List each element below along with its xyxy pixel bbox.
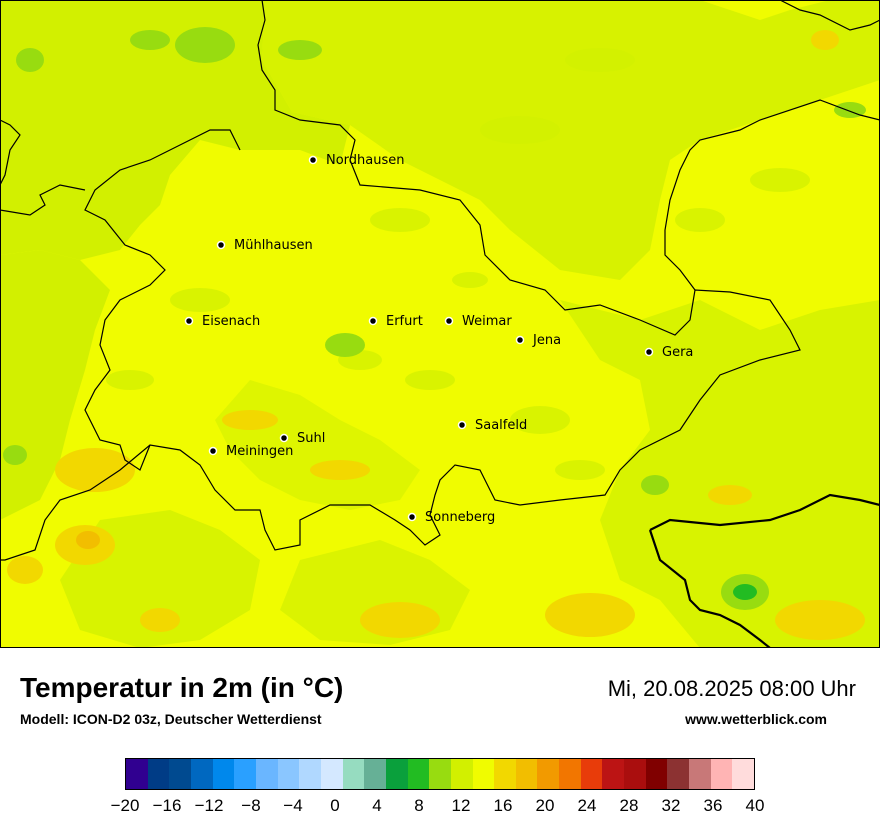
map-title: Temperatur in 2m (in °C) (20, 672, 344, 703)
city-sonneberg[interactable]: Sonneberg (407, 510, 496, 525)
legend-swatch (450, 759, 473, 789)
city-label: Eisenach (202, 314, 260, 329)
legend-swatch (212, 759, 235, 789)
legend-swatch (602, 759, 625, 789)
city-nordhausen[interactable]: Nordhausen (308, 153, 405, 168)
temp-zone-10-12 (733, 584, 757, 600)
legend-swatch (320, 759, 343, 789)
legend-tick-label: 4 (372, 796, 382, 815)
city-label: Sonneberg (425, 510, 495, 525)
legend-tick-label: 16 (493, 796, 513, 815)
temp-zone-20-22 (76, 531, 100, 549)
legend-swatch (472, 759, 495, 789)
legend-tick-label: 8 (414, 796, 424, 815)
national-border (648, 493, 880, 648)
legend-tick-label: 36 (703, 796, 723, 815)
legend-swatch (190, 759, 213, 789)
legend-swatch (559, 759, 581, 789)
legend-tick-label: 20 (535, 796, 555, 815)
legend-swatch (299, 759, 321, 789)
city-gera[interactable]: Gera (644, 345, 694, 360)
legend-swatch (255, 759, 278, 789)
legend-swatch (147, 759, 170, 789)
city-erfurt[interactable]: Erfurt (368, 314, 423, 329)
legend-swatch (234, 759, 256, 789)
city-label: Meiningen (226, 444, 293, 459)
city-label: Saalfeld (475, 418, 527, 433)
legend-swatch (732, 759, 755, 789)
city-label: Suhl (297, 431, 325, 446)
color-legend-labels: −20 −16 −12 −8 −4 0 4 8 12 16 20 24 28 32 36 40 (111, 796, 765, 820)
city-label: Erfurt (386, 314, 423, 329)
legend-swatch (169, 759, 191, 789)
legend-swatch (385, 759, 408, 789)
legend-tick-label: 0 (330, 796, 340, 815)
legend-tick-label: −8 (241, 796, 261, 815)
model-source: Modell: ICON-D2 03z, Deutscher Wetterdie… (20, 711, 322, 727)
legend-swatch (277, 759, 300, 789)
legend-tick-label: −12 (194, 796, 224, 815)
legend-swatch (494, 759, 516, 789)
website-link[interactable]: www.wetterblick.com (685, 711, 827, 727)
city-jena[interactable]: Jena (515, 333, 562, 348)
city-eisenach[interactable]: Eisenach (184, 314, 261, 329)
city-meiningen[interactable]: Meiningen (208, 444, 294, 459)
temp-zone-18-20 (7, 30, 865, 640)
city-label: Mühlhausen (234, 238, 313, 253)
legend-swatch (126, 759, 148, 789)
city-label: Jena (532, 333, 561, 348)
legend-swatch (407, 759, 430, 789)
city-saalfeld[interactable]: Saalfeld (457, 418, 528, 433)
legend-swatch (624, 759, 646, 789)
legend-tick-label: 12 (451, 796, 471, 815)
legend-swatch (342, 759, 365, 789)
legend-tick-label: −20 (110, 796, 140, 815)
legend-tick-label: 28 (619, 796, 639, 815)
city-label: Weimar (462, 314, 512, 329)
legend-swatch (667, 759, 690, 789)
city-suhl[interactable]: Suhl (279, 431, 326, 446)
color-legend (125, 758, 755, 790)
city-markers: Nordhausen Mühlhausen Eisenach Erfurt We… (184, 153, 694, 525)
city-muehlhausen[interactable]: Mühlhausen (216, 238, 313, 253)
legend-swatch (429, 759, 451, 789)
city-weimar[interactable]: Weimar (444, 314, 513, 329)
temp-speckles-14-16 (106, 48, 810, 480)
legend-swatch (710, 759, 733, 789)
legend-swatch (689, 759, 711, 789)
legend-swatch (537, 759, 560, 789)
legend-tick-label: 32 (661, 796, 681, 815)
legend-tick-label: 24 (577, 796, 597, 815)
city-label: Gera (662, 345, 693, 360)
legend-swatch (580, 759, 603, 789)
legend-swatch (364, 759, 386, 789)
legend-tick-label: 40 (745, 796, 765, 815)
city-label: Nordhausen (326, 153, 405, 168)
legend-tick-label: −16 (152, 796, 182, 815)
legend-swatch (645, 759, 668, 789)
legend-tick-label: −4 (283, 796, 303, 815)
legend-swatch (515, 759, 538, 789)
forecast-datetime: Mi, 20.08.2025 08:00 Uhr (607, 676, 856, 701)
state-borders (0, 0, 880, 561)
temperature-map[interactable]: Nordhausen Mühlhausen Eisenach Erfurt We… (0, 0, 880, 648)
